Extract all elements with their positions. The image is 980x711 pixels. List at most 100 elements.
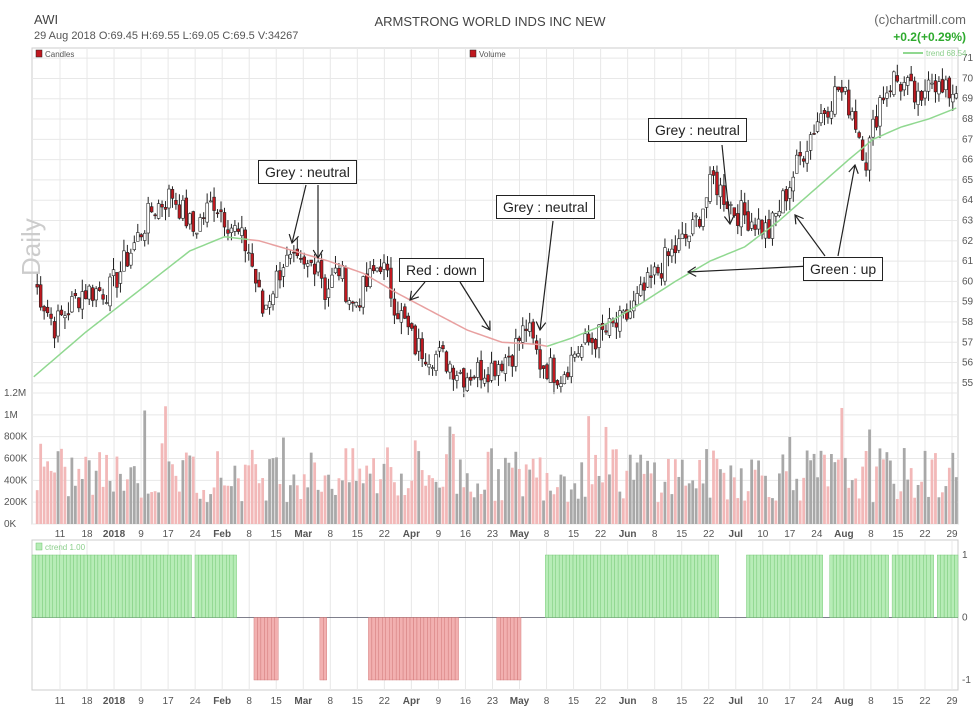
volume-bar xyxy=(569,489,573,524)
volume-bar xyxy=(597,475,601,524)
candle-body xyxy=(156,203,161,219)
candle-body xyxy=(316,261,320,273)
trend-bar-down xyxy=(517,617,522,681)
volume-bar xyxy=(112,491,115,524)
candle-body xyxy=(836,86,841,91)
volume-y-tick: 800K xyxy=(4,432,28,443)
volume-bar xyxy=(198,498,202,524)
volume-bar xyxy=(490,448,493,524)
trend-bar-up xyxy=(867,554,872,618)
candle-body xyxy=(909,73,913,82)
volume-bar xyxy=(833,462,837,524)
candle-body xyxy=(857,132,861,138)
candle-body xyxy=(212,196,216,211)
volume-bar xyxy=(701,483,705,524)
trend-bar-up xyxy=(586,554,591,618)
trend-line-segment xyxy=(33,235,249,378)
candle-body xyxy=(118,271,123,284)
candle-body xyxy=(236,228,241,232)
candle-body xyxy=(618,310,622,332)
trend-bar-up xyxy=(617,554,622,618)
trend-bar-up xyxy=(673,554,678,618)
candle-body xyxy=(954,93,958,99)
volume-bar xyxy=(771,498,774,524)
volume-bars-group xyxy=(35,406,958,524)
volume-bar xyxy=(840,407,844,524)
candle-body xyxy=(663,247,667,282)
volume-bar xyxy=(108,480,112,524)
volume-bar xyxy=(868,429,871,524)
volume-bar xyxy=(767,497,771,524)
volume-bar xyxy=(750,459,754,524)
x-tick-label: 29 xyxy=(946,696,958,707)
candle-body xyxy=(465,377,469,391)
trend-bar-up xyxy=(749,554,754,618)
candle-body xyxy=(479,359,483,381)
candle-body xyxy=(125,252,130,267)
volume-bar xyxy=(160,443,164,524)
price-y-tick: 68 xyxy=(962,114,974,125)
candle-body xyxy=(854,111,858,130)
x-tick-label: Apr xyxy=(403,696,420,707)
candle-body xyxy=(590,337,594,344)
candle-body xyxy=(469,376,473,381)
volume-bar xyxy=(344,448,348,524)
volume-bar xyxy=(760,475,764,524)
candle-body xyxy=(822,110,827,114)
candle-body xyxy=(170,189,175,199)
annotation-arrow-head xyxy=(723,215,735,226)
volume-bar xyxy=(445,454,448,524)
trend-bar-up xyxy=(884,554,889,618)
annotation-arrow-head xyxy=(686,266,697,277)
volume-bar xyxy=(178,491,181,524)
volume-bar xyxy=(261,478,265,524)
volume-bar xyxy=(941,492,944,524)
volume-bar xyxy=(219,477,223,524)
x-tick-label: 11 xyxy=(55,529,66,540)
candle-body xyxy=(309,259,313,263)
candle-body xyxy=(687,235,691,242)
volume-bar xyxy=(341,480,344,524)
volume-bar xyxy=(715,458,719,524)
candle-body xyxy=(358,305,362,308)
candle-body xyxy=(808,134,813,151)
trend-bar-up xyxy=(579,554,584,618)
trend-bar-up xyxy=(69,554,74,618)
trend-bar-down xyxy=(513,617,518,681)
trend-bar-down xyxy=(409,617,414,681)
volume-bar xyxy=(753,469,757,524)
candle-body xyxy=(569,354,573,377)
candle-body xyxy=(548,357,553,383)
candle-body xyxy=(899,84,903,92)
candle-body xyxy=(306,263,310,267)
candle-body xyxy=(45,306,50,314)
candle-body xyxy=(271,293,275,306)
candle-body xyxy=(59,309,64,316)
volume-bar xyxy=(906,479,910,524)
x-tick-label: May xyxy=(510,529,530,540)
volume-bar xyxy=(632,479,636,524)
ticker-symbol: AWI xyxy=(34,12,59,27)
candle-body xyxy=(566,372,570,378)
trend-bar-down xyxy=(503,617,508,681)
volume-bar xyxy=(458,459,462,524)
candle-body xyxy=(188,213,192,225)
volume-bar xyxy=(625,470,629,524)
trend-bar-up xyxy=(857,554,862,618)
trend-bar-up xyxy=(135,554,140,618)
trend-bar-up xyxy=(153,554,158,618)
candle-body xyxy=(288,253,293,259)
price-y-tick: 69 xyxy=(962,94,974,105)
x-tick-label: 8 xyxy=(544,529,550,540)
trend-bar-up xyxy=(232,554,237,618)
volume-bar xyxy=(764,475,767,524)
trend-bar-up xyxy=(187,554,192,618)
trend-bar-up xyxy=(614,554,619,618)
candle-body xyxy=(42,306,46,312)
x-tick-label: 8 xyxy=(652,529,658,540)
candle-body xyxy=(201,217,206,219)
volume-bar xyxy=(313,462,317,524)
candle-body xyxy=(458,372,463,374)
candle-body xyxy=(108,276,112,307)
trend-bar-up xyxy=(66,554,71,618)
